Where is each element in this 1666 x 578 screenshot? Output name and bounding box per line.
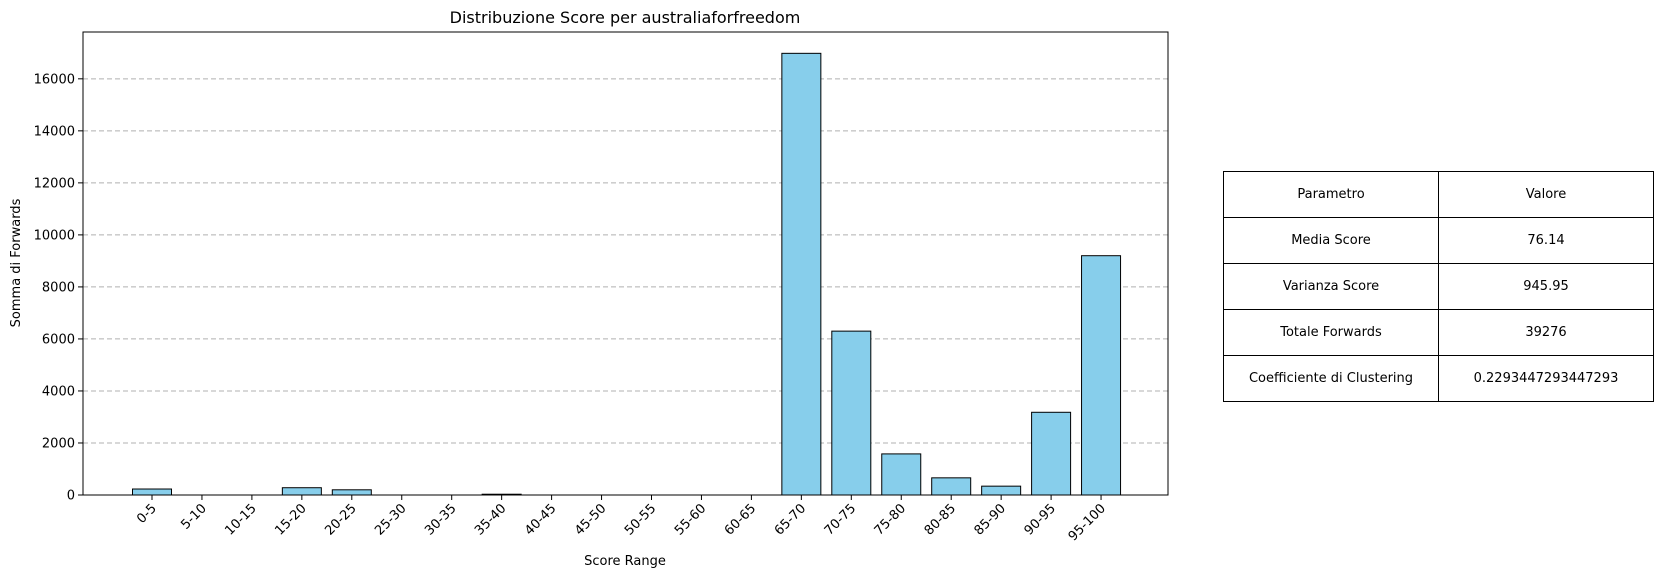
x-tick-label: 0-5 — [134, 501, 160, 527]
bar-0-5 — [132, 488, 172, 496]
x-tick-label: 20-25 — [322, 501, 359, 538]
bar-80-85 — [931, 477, 972, 496]
x-tick-label: 45-50 — [572, 501, 609, 538]
table-cell: Media Score — [1223, 217, 1439, 264]
y-tick-label: 12000 — [34, 176, 75, 191]
table-cell: Totale Forwards — [1223, 309, 1439, 356]
x-tick-label: 60-65 — [722, 501, 759, 538]
table-row: Totale Forwards 39276 — [1223, 309, 1654, 356]
bar-95-100 — [1081, 255, 1122, 496]
y-axis-label: Somma di Forwards — [9, 198, 24, 327]
x-tick-label: 75-80 — [872, 501, 909, 538]
x-tick-label: 65-70 — [772, 501, 809, 538]
x-tick-label: 95-100 — [1066, 501, 1109, 544]
bar-65-70 — [781, 52, 822, 496]
gridlines — [83, 78, 1168, 444]
x-axis-label: Score Range — [584, 554, 666, 569]
y-axis-ticks: 0 2000 4000 6000 8000 10000 12000 14000 16000 — [34, 72, 83, 504]
x-tick-label: 25-30 — [372, 501, 409, 538]
bar-90-95 — [1031, 411, 1072, 496]
y-tick-label: 16000 — [34, 72, 75, 87]
table-header-cell: Valore — [1438, 171, 1654, 218]
table-cell: 76.14 — [1438, 217, 1654, 264]
x-tick-label: 85-90 — [972, 501, 1009, 538]
table-cell: 39276 — [1438, 309, 1654, 356]
table-row: Coefficiente di Clustering 0.22934472934… — [1223, 355, 1654, 402]
table-row: Varianza Score 945.95 — [1223, 263, 1654, 310]
x-tick-label: 50-55 — [622, 501, 659, 538]
bar-20-25 — [331, 489, 372, 496]
x-tick-label: 10-15 — [222, 501, 259, 538]
y-tick-label: 6000 — [42, 332, 75, 347]
table-header-cell: Parametro — [1223, 171, 1439, 218]
x-tick-label: 35-40 — [472, 501, 509, 538]
bar-75-80 — [881, 453, 922, 496]
y-tick-label: 8000 — [42, 280, 75, 295]
stats-table: Parametro Valore Media Score 76.14 Varia… — [1223, 171, 1654, 402]
x-tick-label: 90-95 — [1022, 501, 1059, 538]
x-tick-label: 80-85 — [922, 501, 959, 538]
x-tick-label: 30-35 — [422, 501, 459, 538]
plot-frame — [82, 31, 1169, 496]
table-row: Media Score 76.14 — [1223, 217, 1654, 264]
y-tick-label: 0 — [67, 489, 75, 504]
x-axis-ticks: 0-5 5-10 10-15 15-20 20-25 25-30 30-35 35-40 40-… — [134, 495, 1109, 544]
y-tick-label: 2000 — [42, 436, 75, 451]
bars — [132, 52, 1122, 496]
x-tick-label: 5-10 — [178, 501, 209, 532]
table-cell: Varianza Score — [1223, 263, 1439, 310]
x-tick-label: 15-20 — [272, 501, 309, 538]
table-cell: 945.95 — [1438, 263, 1654, 310]
chart-title: Distribuzione Score per australiaforfree… — [450, 8, 801, 27]
bar-70-75 — [831, 330, 872, 496]
table-cell: Coefficiente di Clustering — [1223, 355, 1439, 402]
x-tick-label: 40-45 — [522, 501, 559, 538]
table-header-row: Parametro Valore — [1223, 171, 1654, 218]
table-cell: 0.2293447293447293 — [1438, 355, 1654, 402]
y-tick-label: 10000 — [34, 228, 75, 243]
bar-15-20 — [281, 487, 322, 496]
y-tick-label: 14000 — [34, 124, 75, 139]
x-tick-label: 70-75 — [822, 501, 859, 538]
x-tick-label: 55-60 — [672, 501, 709, 538]
bar-85-90 — [981, 485, 1022, 496]
y-tick-label: 4000 — [42, 384, 75, 399]
